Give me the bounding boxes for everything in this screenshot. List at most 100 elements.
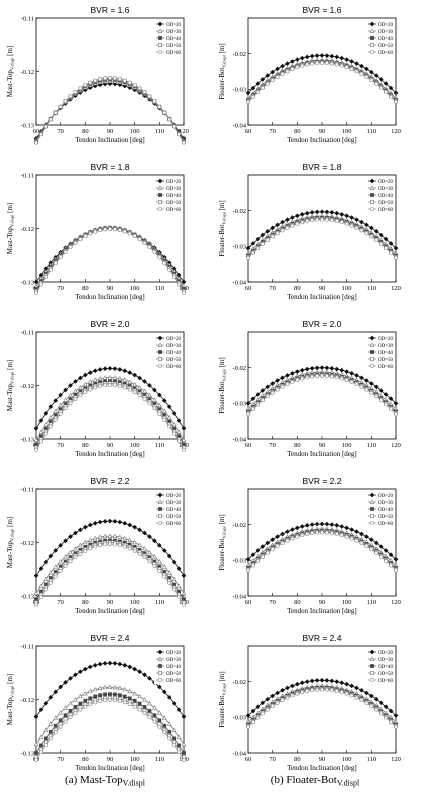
data-point	[157, 392, 162, 398]
data-point	[378, 700, 384, 706]
series-line	[247, 687, 397, 725]
data-point	[299, 55, 305, 61]
data-point	[142, 90, 147, 94]
data-point	[137, 542, 143, 548]
data-point	[39, 743, 43, 748]
data-point	[374, 707, 379, 712]
x-tick-label: 110	[367, 756, 377, 763]
data-point	[171, 576, 177, 581]
y-tick-label: -0.12	[20, 540, 34, 547]
data-point	[290, 536, 295, 541]
x-tick-label: 80	[82, 128, 89, 135]
data-point	[265, 238, 270, 243]
data-point	[53, 723, 58, 728]
legend-label: OD=50	[166, 358, 182, 363]
data-point	[295, 221, 300, 226]
data-point	[82, 691, 88, 696]
data-point	[309, 522, 315, 527]
x-tick-label: 70	[269, 285, 276, 292]
data-point	[132, 548, 137, 553]
data-point	[117, 534, 123, 539]
data-point	[166, 570, 172, 575]
data-point	[172, 274, 177, 279]
data-point	[344, 65, 349, 70]
data-point	[48, 695, 54, 700]
data-point	[161, 715, 167, 720]
data-point	[270, 704, 275, 709]
data-point	[354, 217, 359, 222]
data-point	[93, 78, 98, 83]
data-point	[320, 217, 324, 222]
data-point	[43, 274, 48, 279]
data-point	[88, 231, 93, 236]
data-point	[147, 559, 152, 564]
x-tick-label: 120	[391, 285, 401, 292]
data-point	[339, 55, 345, 61]
x-tick-label: 110	[155, 442, 165, 449]
data-point	[250, 241, 256, 246]
data-point	[161, 398, 167, 403]
x-tick-label: 80	[294, 128, 301, 135]
data-point	[112, 533, 118, 539]
data-point	[102, 375, 108, 380]
data-point	[162, 730, 167, 735]
data-point	[364, 231, 369, 236]
data-point	[162, 261, 167, 266]
data-point	[132, 704, 137, 709]
data-point	[48, 117, 53, 122]
series-od-60	[246, 530, 398, 573]
x-tick-label: 70	[57, 599, 64, 606]
data-point	[290, 380, 295, 384]
data-point	[98, 228, 103, 233]
data-point	[39, 594, 43, 599]
series-od-30	[33, 374, 187, 442]
data-point	[369, 390, 374, 395]
x-tick-label: 70	[269, 442, 276, 449]
data-point	[122, 694, 127, 699]
data-point	[265, 550, 270, 555]
legend-label: OD=50	[166, 201, 182, 206]
legend-marker	[370, 357, 374, 361]
data-point	[152, 563, 157, 568]
series-line	[247, 59, 397, 99]
legend: OD=20 OD=30 OD=40 OD=50 OD=60	[366, 334, 395, 370]
data-point	[166, 415, 172, 420]
data-point	[344, 534, 349, 539]
data-point	[314, 209, 320, 215]
x-tick-label: 80	[82, 442, 89, 449]
data-point	[285, 529, 290, 534]
data-point	[305, 689, 310, 693]
data-point	[48, 729, 53, 734]
data-point	[339, 211, 345, 217]
series-line	[247, 688, 397, 727]
y-tick-label: -0.04	[232, 750, 246, 757]
data-point	[161, 564, 167, 569]
data-point	[275, 378, 280, 383]
y-tick-label: -0.13	[20, 436, 34, 443]
data-point	[117, 543, 122, 548]
x-axis-label: Tendon Inclination [deg]	[287, 450, 357, 458]
data-point	[245, 713, 251, 718]
data-point	[177, 594, 181, 599]
legend-label: OD=50	[378, 44, 394, 49]
data-point	[181, 437, 187, 442]
legend-marker	[157, 492, 163, 498]
data-point	[255, 246, 260, 251]
data-point	[157, 684, 162, 690]
data-point	[177, 282, 181, 287]
data-point	[167, 117, 172, 122]
legend-marker	[369, 656, 375, 661]
data-point	[58, 569, 63, 573]
data-point	[379, 242, 384, 246]
data-point	[339, 690, 344, 695]
legend-label: OD=40	[166, 37, 182, 42]
data-point	[108, 698, 112, 702]
y-tick-label: -0.13	[20, 279, 34, 286]
data-point	[102, 684, 108, 690]
data-point	[34, 602, 38, 607]
data-point	[349, 371, 354, 376]
x-tick-label: 90	[319, 442, 326, 449]
series-od-30	[33, 533, 187, 596]
y-tick-label: -0.04	[232, 436, 246, 443]
data-point	[157, 104, 162, 109]
